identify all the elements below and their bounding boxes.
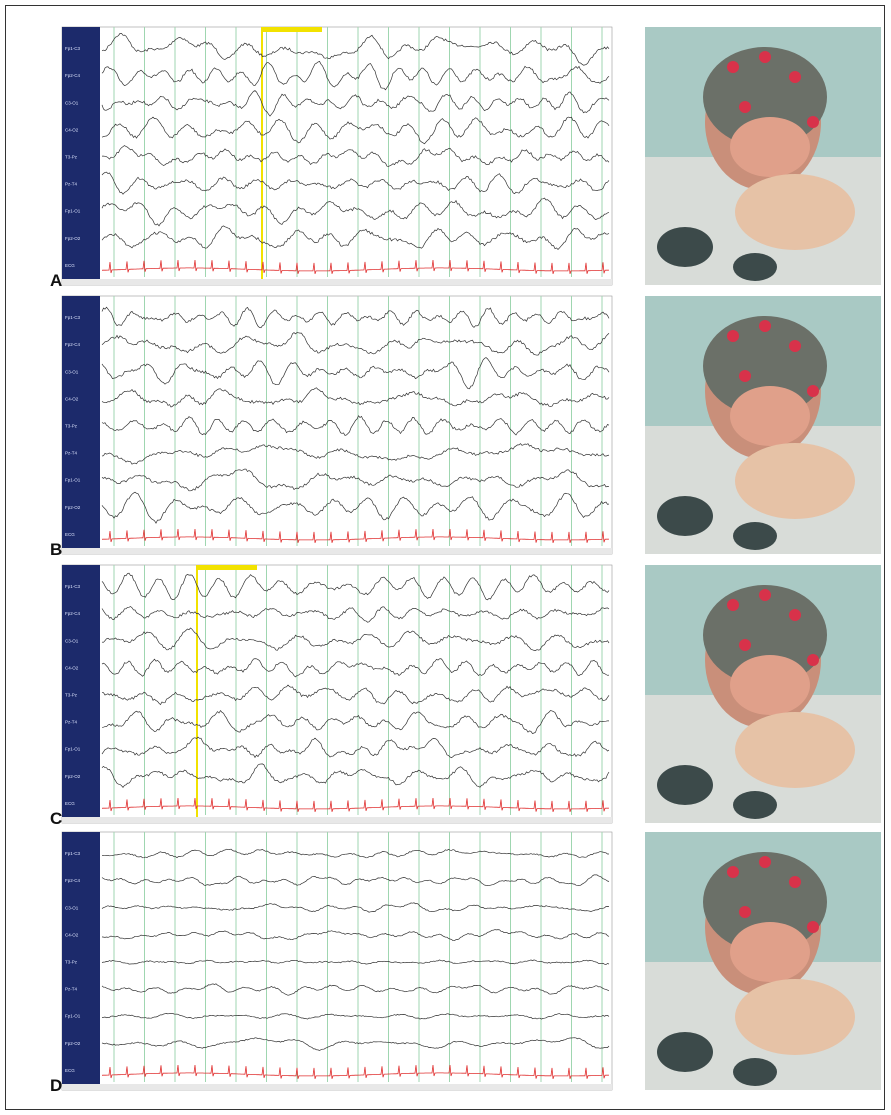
- channel-label: ECG: [65, 1068, 75, 1073]
- channel-label: C3-O1: [65, 369, 79, 374]
- blanket-pattern: [733, 791, 777, 819]
- channel-label: Fp2-O2: [65, 505, 81, 510]
- electrode: [789, 340, 801, 352]
- blanket-pattern: [657, 496, 713, 536]
- channel-label: Fp1-C3: [65, 46, 81, 51]
- hand: [735, 174, 855, 250]
- channel-label: Fp1-C3: [65, 851, 81, 856]
- channel-label: Fp2-C4: [65, 878, 81, 883]
- electrode: [807, 385, 819, 397]
- time-bar: [62, 279, 612, 285]
- face: [730, 117, 810, 177]
- face: [730, 655, 810, 715]
- electrode: [759, 320, 771, 332]
- channel-label: T3-Pz: [65, 693, 78, 698]
- channel-label: Pz-T4: [65, 451, 77, 456]
- blanket-pattern: [733, 522, 777, 550]
- channel-label: Fp2-O2: [65, 236, 81, 241]
- channel-label: Pz-T4: [65, 182, 77, 187]
- electrode: [739, 906, 751, 918]
- channel-label: Fp2-C4: [65, 342, 81, 347]
- channel-label: Pz-T4: [65, 720, 77, 725]
- electrode: [739, 639, 751, 651]
- channel-label: Fp1-O1: [65, 478, 81, 483]
- channel-label: Fp2-O2: [65, 774, 81, 779]
- blanket-pattern: [733, 1058, 777, 1086]
- panel-label: C: [50, 809, 62, 828]
- face: [730, 386, 810, 446]
- channel-label: C4-O2: [65, 396, 79, 401]
- channel-label: Fp1-C3: [65, 584, 81, 589]
- panel-label: A: [50, 271, 62, 290]
- electrode: [807, 654, 819, 666]
- panel: Fp1-C3 Fp2-C4 C3-O1 C4-O2 T3-Pz Pz-T4 Fp1-O1 Fp…: [50, 27, 881, 290]
- channel-label: Fp1-C3: [65, 315, 81, 320]
- event-tag: [197, 565, 257, 570]
- channel-label: ECG: [65, 263, 75, 268]
- electrode: [789, 71, 801, 83]
- channel-label: C4-O2: [65, 127, 79, 132]
- panel: Fp1-C3 Fp2-C4 C3-O1 C4-O2 T3-Pz Pz-T4 Fp1-O1 Fp…: [50, 565, 881, 828]
- panel: Fp1-C3 Fp2-C4 C3-O1 C4-O2 T3-Pz Pz-T4 Fp1-O1 Fp…: [50, 832, 881, 1095]
- channel-label: Fp2-C4: [65, 73, 81, 78]
- electrode: [759, 856, 771, 868]
- channel-label: C3-O1: [65, 100, 79, 105]
- electrode: [727, 866, 739, 878]
- electrode: [739, 370, 751, 382]
- hand: [735, 712, 855, 788]
- channel-label: Fp1-O1: [65, 209, 81, 214]
- hand: [735, 979, 855, 1055]
- electrode: [727, 599, 739, 611]
- channel-label: Fp1-O1: [65, 747, 81, 752]
- channel-label: Fp2-O2: [65, 1041, 81, 1046]
- channel-label: Pz-T4: [65, 987, 77, 992]
- figure: Fp1-C3 Fp2-C4 C3-O1 C4-O2 T3-Pz Pz-T4 Fp1-O1 Fp…: [0, 0, 891, 1115]
- electrode: [807, 921, 819, 933]
- channel-label: Fp2-C4: [65, 611, 81, 616]
- channel-label: C4-O2: [65, 665, 79, 670]
- channel-label: C3-O1: [65, 905, 79, 910]
- time-bar: [62, 1084, 612, 1090]
- face: [730, 922, 810, 982]
- electrode: [727, 330, 739, 342]
- blanket-pattern: [657, 765, 713, 805]
- panel-label: B: [50, 540, 62, 559]
- electrode: [739, 101, 751, 113]
- panel-label: D: [50, 1076, 62, 1095]
- panel: Fp1-C3 Fp2-C4 C3-O1 C4-O2 T3-Pz Pz-T4 Fp1-O1 Fp…: [50, 296, 881, 559]
- hand: [735, 443, 855, 519]
- channel-label: T3-Pz: [65, 155, 78, 160]
- blanket-pattern: [657, 1032, 713, 1072]
- electrode: [789, 876, 801, 888]
- blanket-pattern: [733, 253, 777, 281]
- time-bar: [62, 548, 612, 554]
- electrode: [759, 589, 771, 601]
- channel-label: Fp1-O1: [65, 1014, 81, 1019]
- electrode: [727, 61, 739, 73]
- channel-label: C3-O1: [65, 638, 79, 643]
- channel-label: ECG: [65, 801, 75, 806]
- electrode: [807, 116, 819, 128]
- event-tag: [262, 27, 322, 32]
- channel-label: T3-Pz: [65, 960, 78, 965]
- channel-label: T3-Pz: [65, 424, 78, 429]
- electrode: [789, 609, 801, 621]
- blanket-pattern: [657, 227, 713, 267]
- time-bar: [62, 817, 612, 823]
- channel-label: C4-O2: [65, 932, 79, 937]
- electrode: [759, 51, 771, 63]
- channel-label: ECG: [65, 532, 75, 537]
